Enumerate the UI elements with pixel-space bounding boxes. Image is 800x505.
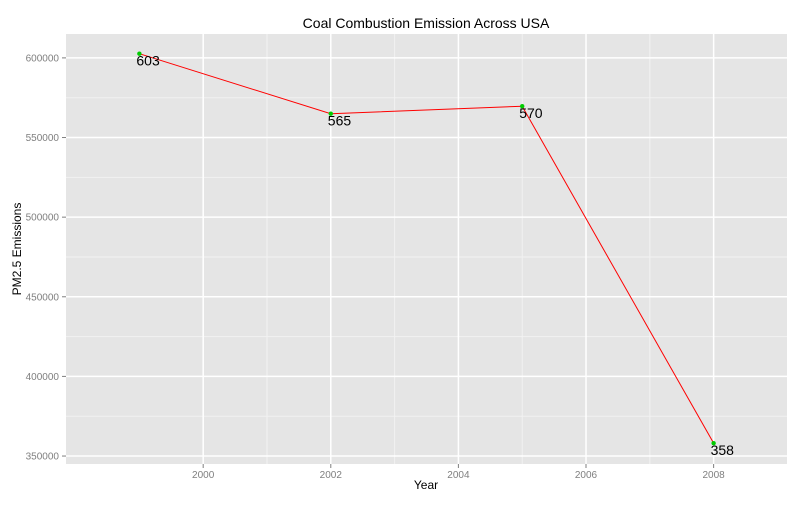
series-line bbox=[139, 53, 715, 444]
x-tick-label: 2008 bbox=[702, 470, 725, 481]
x-tick-label: 2002 bbox=[320, 470, 343, 481]
x-tick-marks bbox=[202, 464, 715, 468]
data-points bbox=[137, 51, 716, 446]
x-axis-title: Year bbox=[414, 478, 438, 492]
y-axis-title: PM2.5 Emissions bbox=[10, 203, 24, 296]
y-tick-label: 600000 bbox=[26, 53, 60, 64]
data-labels: 603 565 570 358 bbox=[136, 53, 734, 458]
grid-major bbox=[66, 34, 787, 464]
data-label: 570 bbox=[519, 105, 543, 121]
y-tick-label: 400000 bbox=[26, 372, 60, 383]
x-tick-labels: 2000 2002 2004 2006 2008 bbox=[192, 470, 725, 481]
y-tick-label: 550000 bbox=[26, 133, 60, 144]
y-tick-label: 500000 bbox=[26, 213, 60, 224]
data-point bbox=[137, 51, 142, 56]
plot-panel bbox=[66, 34, 787, 464]
data-point bbox=[711, 440, 716, 446]
x-tick-label: 2004 bbox=[447, 470, 470, 481]
y-tick-labels: 350000 400000 450000 500000 550000 600000 bbox=[26, 53, 60, 462]
x-tick-label: 2006 bbox=[575, 470, 598, 481]
data-point bbox=[520, 104, 525, 109]
chart-title: Coal Combustion Emission Across USA bbox=[303, 15, 550, 31]
data-label: 565 bbox=[328, 113, 352, 129]
x-tick-label: 2000 bbox=[192, 470, 215, 481]
y-tick-marks bbox=[62, 57, 66, 457]
data-point bbox=[328, 111, 333, 116]
y-tick-label: 450000 bbox=[26, 292, 60, 303]
data-label: 358 bbox=[711, 442, 735, 458]
data-label: 603 bbox=[136, 53, 160, 69]
y-tick-label: 350000 bbox=[26, 452, 60, 463]
